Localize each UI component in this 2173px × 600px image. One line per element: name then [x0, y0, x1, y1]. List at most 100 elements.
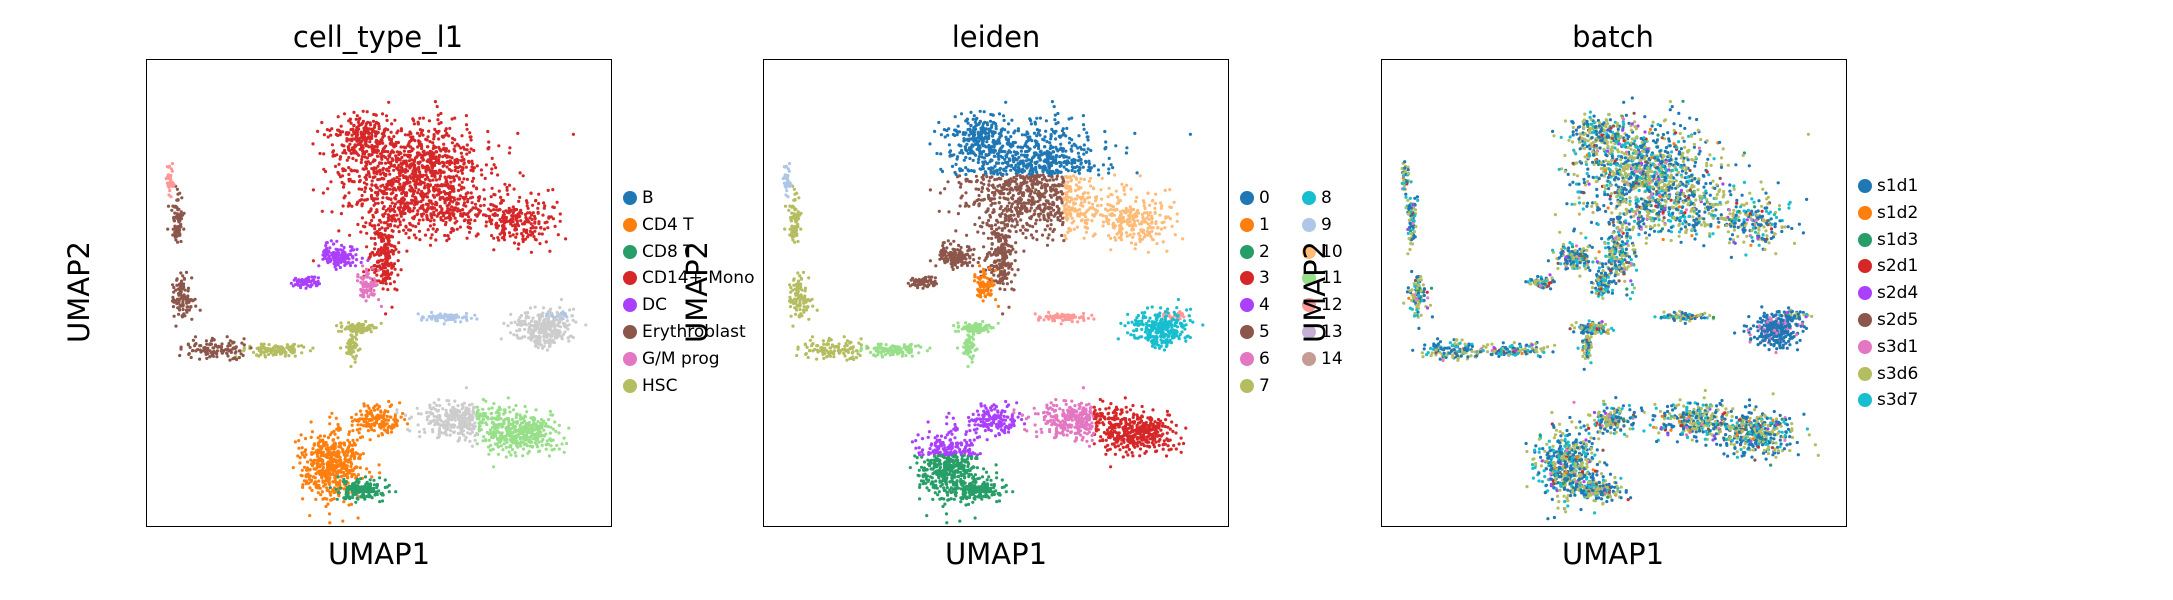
scatter-point	[542, 428, 546, 432]
scatter-point	[291, 466, 295, 470]
scatter-point	[357, 174, 361, 178]
scatter-point	[287, 354, 291, 358]
scatter-point	[318, 434, 322, 438]
scatter-point	[432, 188, 436, 192]
scatter-point	[335, 260, 339, 264]
scatter-point	[399, 212, 403, 216]
scatter-point	[438, 196, 442, 200]
scatter-point	[369, 292, 373, 296]
scatter-point	[545, 348, 550, 352]
scatter-point	[259, 342, 263, 346]
scatter-point	[521, 430, 526, 434]
scatter-point	[386, 431, 390, 435]
scatter-point	[464, 165, 468, 169]
scatter-point	[475, 164, 479, 168]
scatter-point	[531, 335, 535, 340]
scatter-point	[458, 423, 462, 427]
scatter-point	[402, 149, 406, 153]
scatter-point	[531, 333, 535, 337]
scatter-point	[1013, 140, 1017, 145]
scatter-point	[367, 485, 371, 489]
scatter-point	[435, 184, 439, 188]
scatter-point	[365, 156, 369, 160]
scatter-point	[335, 324, 339, 328]
scatter-point	[395, 411, 399, 415]
scatter-point	[472, 166, 476, 170]
scatter-point	[379, 253, 383, 257]
scatter-point	[171, 305, 176, 309]
scatter-point	[452, 412, 456, 416]
scatter-point	[295, 279, 299, 283]
scatter-point	[289, 345, 293, 349]
scatter-point	[523, 327, 527, 331]
scatter-point	[437, 426, 442, 431]
scatter-point	[420, 189, 424, 194]
scatter-point	[365, 480, 369, 484]
scatter-point	[518, 195, 522, 199]
scatter-point	[172, 285, 176, 290]
scatter-point	[564, 237, 568, 241]
scatter-point	[407, 159, 411, 163]
scatter-point	[318, 151, 322, 156]
scatter-point	[419, 131, 423, 135]
scatter-point	[348, 440, 352, 445]
scatter-point	[474, 234, 478, 238]
scatter-point	[539, 331, 543, 335]
scatter-point	[333, 432, 337, 436]
scatter-point	[450, 141, 454, 145]
scatter-point	[352, 441, 356, 445]
scatter-point	[484, 214, 488, 218]
scatter-point	[329, 180, 333, 184]
scatter-point	[417, 222, 421, 226]
scatter-point	[357, 139, 361, 143]
scatter-point	[519, 417, 523, 421]
scatter-point	[559, 314, 563, 318]
scatter-point	[509, 438, 513, 442]
scatter-point	[394, 490, 398, 494]
scatter-point	[519, 323, 523, 327]
legend-marker	[623, 298, 637, 313]
scatter-point	[518, 424, 522, 428]
scatter-point	[360, 193, 364, 198]
scatter-point	[542, 206, 546, 210]
scatter-point	[453, 221, 457, 225]
scatter-point	[337, 458, 341, 463]
scatter-point	[510, 447, 514, 452]
scatter-point	[527, 421, 531, 425]
scatter-point	[382, 146, 386, 150]
scatter-point	[176, 225, 180, 229]
scatter-point	[193, 344, 197, 348]
scatter-point	[389, 141, 393, 145]
scatter-point	[485, 430, 489, 435]
scatter-point	[422, 427, 426, 431]
scatter-point	[317, 479, 321, 483]
scatter-point	[526, 311, 530, 315]
scatter-point	[211, 346, 215, 350]
scatter-point	[333, 464, 337, 468]
scatter-point	[516, 131, 520, 135]
scatter-point	[521, 234, 525, 238]
scatter-point	[172, 215, 176, 220]
scatter-point	[170, 208, 174, 212]
scatter-point	[450, 156, 454, 160]
scatter-point	[431, 178, 435, 182]
scatter-point	[242, 337, 246, 341]
scatter-point	[537, 317, 542, 321]
scatter-point	[448, 162, 452, 166]
scatter-point	[375, 193, 379, 197]
scatter-point	[487, 407, 491, 411]
scatter-point	[368, 175, 372, 179]
scatter-point	[515, 323, 520, 327]
scatter-point	[1004, 165, 1008, 170]
scatter-point	[375, 265, 379, 269]
scatter-point	[384, 127, 388, 131]
scatter-point	[297, 446, 301, 450]
scatter-point	[472, 148, 476, 153]
scatter-point	[456, 425, 460, 429]
scatter-point	[352, 473, 356, 477]
scatter-point	[437, 413, 442, 417]
scatter-point	[545, 320, 549, 324]
scatter-point	[373, 408, 377, 412]
scatter-point	[451, 415, 455, 419]
scatter-point	[370, 475, 374, 479]
